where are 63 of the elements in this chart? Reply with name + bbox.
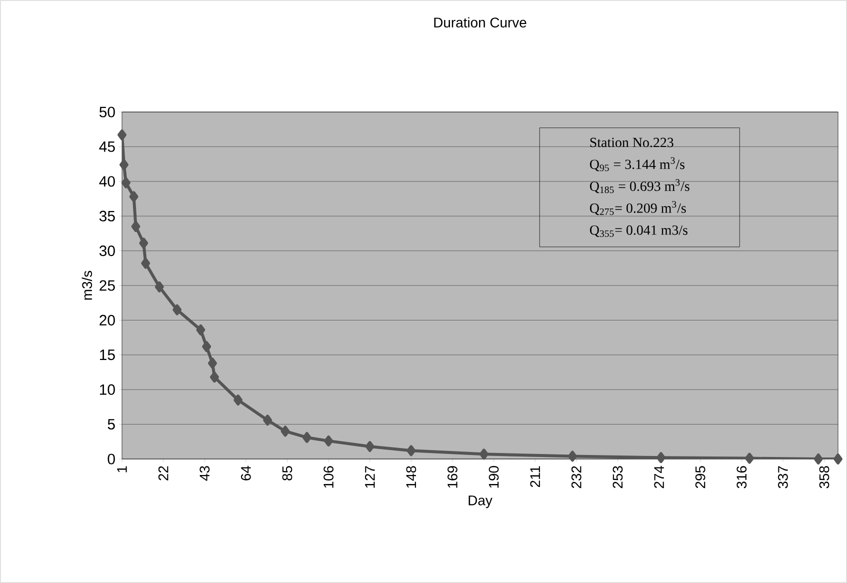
- point: [154, 281, 164, 292]
- y-tick-label: 45: [99, 141, 115, 152]
- y-tick-label: 20: [100, 314, 115, 326]
- point: [814, 454, 823, 464]
- x-tick-label: 211: [530, 466, 540, 488]
- point: [196, 324, 206, 336]
- annotation: Q$_{95}$ = 3.144 m$^{3}$/s: [590, 157, 684, 172]
- x-tick-label: 253: [612, 466, 623, 488]
- y-tick-label: 10: [100, 384, 115, 395]
- y-tick-label: 0: [108, 454, 115, 464]
- x-axis-title: Day: [468, 496, 492, 508]
- point: [118, 129, 126, 140]
- point: [568, 450, 577, 462]
- x-tick-label: 295: [695, 466, 706, 488]
- point: [745, 452, 754, 464]
- x-tick-label: 22: [158, 466, 168, 480]
- point: [210, 372, 219, 383]
- point: [139, 238, 148, 249]
- x-tick-label: 106: [324, 466, 334, 488]
- x-tick-label: 1: [117, 466, 127, 472]
- x-tick-label: 190: [488, 466, 499, 488]
- point: [302, 432, 312, 443]
- x-tick-label: 337: [778, 466, 788, 488]
- point: [131, 221, 140, 232]
- point: [280, 426, 290, 437]
- point: [234, 394, 243, 406]
- y-axis-title: m3/s: [82, 270, 92, 300]
- x-tick-label: 316: [736, 466, 747, 488]
- x-tick-label: 85: [282, 466, 292, 480]
- annotation: Station No.223: [590, 138, 674, 148]
- x-tick-label: 148: [406, 466, 416, 488]
- point: [365, 441, 374, 452]
- point: [172, 304, 182, 316]
- point: [119, 159, 128, 170]
- y-tick-label: 15: [100, 350, 115, 360]
- point: [141, 258, 150, 269]
- chart-title: Duration Curve: [434, 17, 526, 28]
- point: [406, 445, 416, 456]
- x-tick-label: 127: [364, 466, 375, 488]
- annotation: Q$_{355}$= 0.041 m3/s: [590, 225, 688, 237]
- x-tick-label: 232: [571, 466, 582, 488]
- y-tick-label: 50: [99, 106, 115, 118]
- point: [202, 341, 212, 352]
- y-tick-label: 25: [100, 280, 115, 291]
- annotation: Q$_{185}$ = 0.693 m$^{3}$/s: [590, 179, 690, 194]
- y-tick-label: 40: [99, 176, 115, 187]
- point: [208, 358, 217, 369]
- point: [263, 414, 272, 426]
- x-tick-label: 358: [819, 466, 830, 488]
- annotation: Q$_{275}$= 0.209 m$^{3}$/s: [590, 201, 686, 216]
- point: [129, 191, 138, 202]
- point: [121, 177, 130, 188]
- y-tick-label: 35: [99, 210, 115, 222]
- x-tick-label: 43: [200, 466, 210, 481]
- x-tick-label: 274: [654, 466, 664, 488]
- point: [324, 435, 334, 446]
- y-tick-label: 30: [99, 246, 115, 256]
- point: [656, 452, 666, 464]
- y-tick-label: 5: [108, 419, 115, 430]
- x-tick-label: 64: [240, 466, 251, 480]
- x-tick-label: 169: [448, 466, 458, 488]
- point: [834, 454, 842, 464]
- point: [479, 448, 488, 460]
